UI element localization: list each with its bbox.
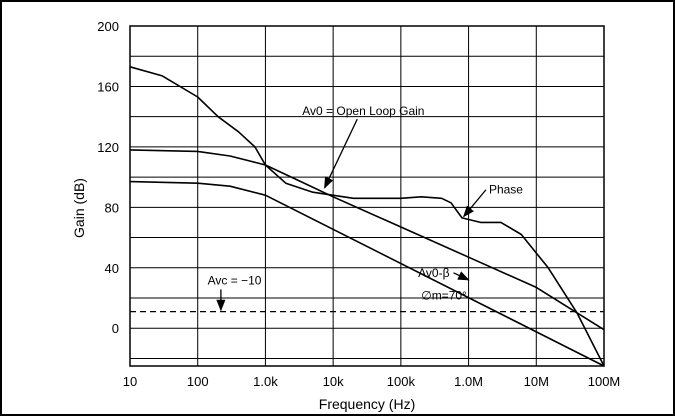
ann-av0beta-label: Av0-β	[418, 266, 449, 280]
y-tick-label: 0	[112, 321, 119, 336]
x-tick-label: 10M	[524, 374, 549, 389]
y-axis-title: Gain (dB)	[71, 178, 87, 238]
tick-labels: 10 100 1.0k 10k 100k 1.0M 10M 100M 200 160 120 80 40…	[97, 19, 620, 389]
ann-phase-label: Phase	[489, 183, 523, 197]
series-phase	[129, 66, 605, 367]
series-open-loop-gain	[129, 149, 605, 331]
x-tick-label: 100	[187, 374, 209, 389]
ann-av0-arrow	[324, 118, 358, 189]
y-tick-label: 200	[97, 19, 119, 34]
y-tick-label: 40	[105, 261, 119, 276]
series-group	[129, 66, 605, 367]
grid	[129, 25, 605, 367]
x-tick-label: 10k	[323, 374, 344, 389]
x-tick-label: 100M	[588, 374, 621, 389]
annotations: Av0 = Open Loop Gain Phase Av0-β ∅m=70° Avc …	[208, 104, 523, 312]
x-tick-label: 1.0k	[253, 374, 278, 389]
ann-av0-label: Av0 = Open Loop Gain	[302, 104, 424, 118]
series-av0-beta	[129, 180, 605, 367]
ann-avc-label: Avc = −10	[208, 273, 262, 287]
y-tick-label: 120	[97, 140, 119, 155]
x-tick-label: 10	[123, 374, 137, 389]
ann-phase-arrow	[462, 189, 487, 218]
y-tick-label: 80	[105, 200, 119, 215]
plot-area	[129, 25, 605, 367]
ann-phase-margin-label: ∅m=70°	[421, 289, 467, 303]
y-tick-label: 160	[97, 79, 119, 94]
x-axis-title: Frequency (Hz)	[319, 396, 415, 412]
ann-av0beta-arrow	[453, 271, 470, 281]
x-tick-label: 100k	[387, 374, 416, 389]
x-tick-label: 1.0M	[454, 374, 483, 389]
